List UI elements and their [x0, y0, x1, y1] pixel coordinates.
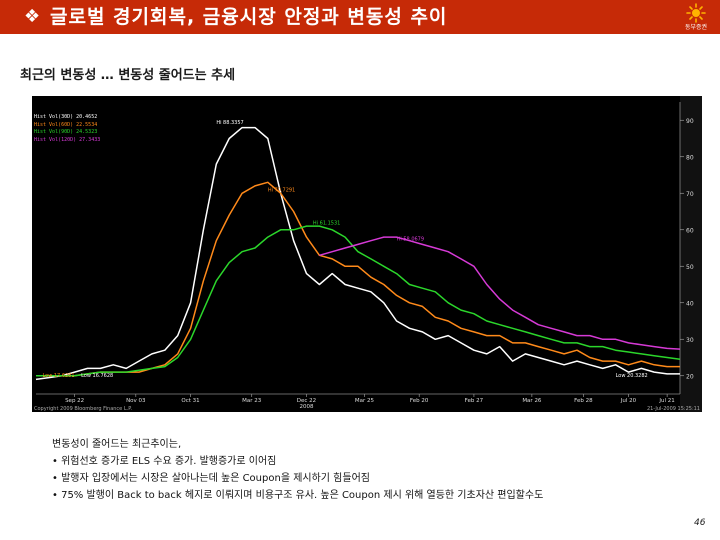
x-tick-label: Oct 31 — [181, 398, 199, 404]
legend-entry: Hist Vol(30D) 20.4652 — [34, 114, 98, 120]
x-tick-label: Feb 27 — [465, 398, 484, 404]
x-tick-label: Jul 20 — [620, 398, 637, 404]
series-line — [36, 181, 680, 377]
logo-text: 동부증권 — [684, 24, 708, 31]
chart-annotation: Hi 58.0679 — [397, 237, 424, 243]
x-year-label: 2008 — [299, 404, 313, 410]
company-logo: 동부증권 — [676, 2, 716, 32]
y-tick-label: 40 — [686, 300, 694, 307]
x-tick-label: Feb 28 — [574, 398, 593, 404]
title-bar: ❖ 글로벌 경기회복, 금융시장 안정과 변동성 추이 동부증권 — [0, 0, 720, 34]
chart-annotation: Hi 88.3357 — [216, 120, 243, 126]
y-tick-label: 70 — [686, 191, 694, 198]
chart-annotation: Hi 61.1531 — [313, 220, 340, 226]
title-bullet-icon: ❖ — [24, 6, 41, 27]
chart-canvas: 20 30 40 50 60 70 80 90 Sep 22 Nov 03 Oct 31 Mar 23… — [32, 96, 702, 412]
chart-annotation: Low 17.6281 — [42, 373, 74, 379]
chart-footer-right: 21-Jul-2009 15:25:11 — [647, 406, 700, 412]
legend-entry: Hist Vol(90D) 24.5323 — [34, 129, 98, 135]
chart-annotation: Low 16.7628 — [81, 373, 113, 379]
x-tick-label: Nov 03 — [126, 398, 146, 404]
y-tick-label: 20 — [686, 373, 694, 380]
series-line — [319, 236, 681, 350]
x-tick-label: Sep 22 — [65, 398, 84, 404]
y-tick-label: 30 — [686, 337, 694, 344]
chart-footer-left: Copyright 2009 Bloomberg Finance L.P. — [34, 406, 132, 412]
y-tick-label: 50 — [686, 264, 694, 271]
x-tick-label: Jul 21 — [658, 398, 674, 404]
x-tick-label: Mar 23 — [242, 398, 262, 404]
x-tick-label: Mar 25 — [355, 398, 375, 404]
y-tick-label: 90 — [686, 118, 694, 125]
y-tick-label: 80 — [686, 154, 694, 161]
notes-intro: 변동성이 줄어드는 최근추이는, — [52, 439, 182, 450]
notes-block: 변동성이 줄어드는 최근추이는, • 위험선호 증가로 ELS 수요 증가. 발… — [52, 436, 543, 504]
legend-entry: Hist Vol(60D) 22.5534 — [34, 121, 98, 128]
series-line — [35, 126, 680, 381]
x-tick-label: Dec 22 — [297, 398, 316, 404]
x-tick-label: Feb 20 — [410, 398, 429, 404]
series-line — [36, 225, 681, 377]
chart-annotation: Hi 70.7291 — [268, 187, 295, 193]
subtitle: 최근의 변동성 … 변동성 줄어드는 추세 — [20, 68, 236, 83]
page-title: 글로벌 경기회복, 금융시장 안정과 변동성 추이 — [50, 6, 448, 28]
legend-entry: Hist Vol(120D) 27.3433 — [34, 136, 101, 143]
y-axis-panel — [680, 96, 702, 412]
volatility-chart: 20 30 40 50 60 70 80 90 Sep 22 Nov 03 Oct 31 Mar 23… — [32, 96, 702, 412]
sun-logo-icon — [686, 3, 706, 23]
chart-legend: Hist Vol(30D) 20.4652 Hist Vol(60D) 22.55… — [34, 114, 110, 144]
x-tick-label: Mar 26 — [522, 398, 542, 404]
notes-bullet-2: • 발행자 입장에서는 시장은 살아나는데 높은 Coupon을 제시하기 힘들… — [52, 473, 370, 484]
y-tick-label: 60 — [686, 227, 694, 234]
chart-annotation: Low 20.3282 — [616, 373, 648, 379]
notes-bullet-3: • 75% 발행이 Back to back 헤지로 이뤄지며 비용구조 유사.… — [52, 490, 544, 501]
page-number: 46 — [694, 518, 706, 528]
notes-bullet-1: • 위험선호 증가로 ELS 수요 증가. 발행증가로 이어짐 — [52, 456, 277, 467]
